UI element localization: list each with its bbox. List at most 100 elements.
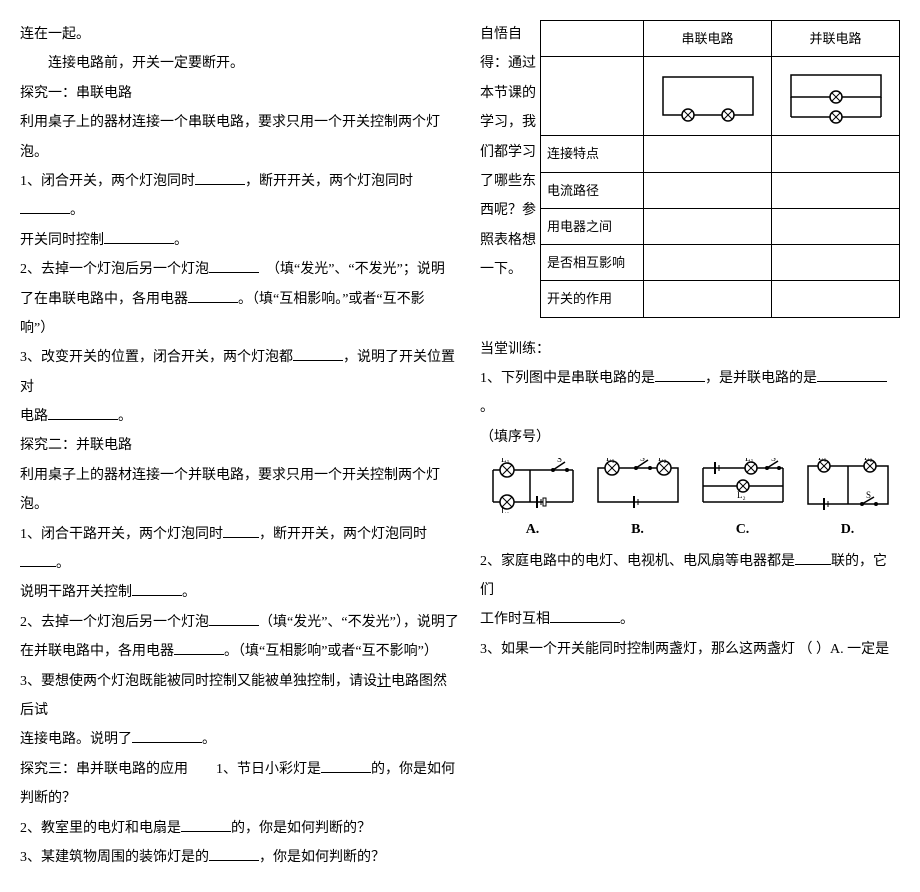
table-row: 串联电路 并联电路: [541, 21, 900, 57]
svg-text:S: S: [640, 458, 645, 463]
heading-exp2: 探究二：并联电路: [20, 431, 460, 460]
fill-blank[interactable]: [174, 640, 224, 655]
fill-blank[interactable]: [209, 258, 259, 273]
svg-text:L₁: L₁: [818, 458, 827, 462]
question: 1、闭合开关，两个灯泡同时，断开开关，两个灯泡同时。: [20, 167, 460, 226]
left-column: 连在一起。 连接电路前，开关一定要断开。 探究一：串联电路 利用桌子上的器材连接…: [20, 20, 460, 872]
svg-text:S: S: [557, 458, 562, 464]
circuit-option-a: L₁ S L₂ A.: [480, 458, 585, 544]
fill-blank[interactable]: [20, 552, 56, 567]
text: （填序号）: [480, 423, 900, 452]
svg-text:L₂: L₂: [501, 506, 510, 513]
parallel-circuit-icon: [781, 69, 891, 124]
blank-cell[interactable]: [644, 172, 772, 208]
question: 电路。: [20, 402, 460, 431]
circuit-option-b: L₁ S L₂ B.: [585, 458, 690, 544]
fill-blank[interactable]: [181, 817, 231, 832]
fill-blank[interactable]: [48, 405, 118, 420]
question: 说明干路开关控制。: [20, 578, 460, 607]
fill-blank[interactable]: [321, 758, 371, 773]
blank-cell[interactable]: [644, 136, 772, 172]
svg-text:L₂: L₂: [737, 490, 746, 500]
blank-cell[interactable]: [644, 245, 772, 281]
blank-cell[interactable]: [772, 172, 900, 208]
circuit-b-icon: L₁ S L₂: [590, 458, 685, 513]
parallel-diagram-cell: [772, 57, 900, 136]
fill-blank[interactable]: [188, 288, 238, 303]
fill-blank[interactable]: [795, 550, 831, 565]
svg-text:S: S: [771, 458, 776, 463]
option-label: C.: [690, 515, 795, 544]
comparison-table: 串联电路 并联电路: [540, 20, 900, 318]
spacer: [480, 318, 900, 335]
question: 开关同时控制。: [20, 226, 460, 255]
blank-cell[interactable]: [644, 281, 772, 317]
svg-text:L₂: L₂: [864, 458, 873, 462]
fill-blank[interactable]: [209, 846, 259, 861]
text: 利用桌子上的器材连接一个串联电路，要求只用一个开关控制两个灯泡。: [20, 108, 460, 167]
text: 连在一起。: [20, 20, 460, 49]
blank-cell[interactable]: [772, 136, 900, 172]
fill-blank[interactable]: [209, 611, 259, 626]
series-circuit-icon: [653, 69, 763, 124]
fill-blank[interactable]: [20, 199, 70, 214]
blank-cell[interactable]: [772, 281, 900, 317]
fill-blank[interactable]: [195, 170, 245, 185]
col-header-series: 串联电路: [644, 21, 772, 57]
question: 3、如果一个开关能同时控制两盏灯，那么这两盏灯 （ ）A. 一定是: [480, 635, 900, 664]
question: 2、家庭电路中的电灯、电视机、电风扇等电器都是联的，它们: [480, 547, 900, 606]
fill-blank[interactable]: [132, 581, 182, 596]
svg-text:L₁: L₁: [745, 458, 754, 463]
svg-text:L₂: L₂: [658, 458, 667, 463]
fill-blank[interactable]: [817, 367, 887, 382]
fill-blank[interactable]: [550, 608, 620, 623]
blank-cell[interactable]: [772, 245, 900, 281]
question: 2、教室里的电灯和电扇是的，你是如何判断的？: [20, 814, 460, 843]
circuit-a-icon: L₁ S L₂: [485, 458, 580, 513]
series-diagram-cell: [644, 57, 772, 136]
blank-cell[interactable]: [772, 208, 900, 244]
table-row: [541, 57, 900, 136]
fill-blank[interactable]: [223, 523, 259, 538]
table-row: 是否相互影响: [541, 245, 900, 281]
question: 3、改变开关的位置，闭合开关，两个灯泡都，说明了开关位置对: [20, 343, 460, 402]
heading-training: 当堂训练：: [480, 335, 900, 364]
blank-cell[interactable]: [644, 208, 772, 244]
table-row: 开关的作用: [541, 281, 900, 317]
question: 3、某建筑物周围的装饰灯是的，你是如何判断的？: [20, 843, 460, 872]
circuit-options: L₁ S L₂ A.: [480, 458, 900, 544]
question: 1、下列图中是串联电路的是，是并联电路的是。: [480, 364, 900, 423]
text: 利用桌子上的器材连接一个并联电路，要求只用一个开关控制两个灯泡。: [20, 461, 460, 520]
question: 2、去掉一个灯泡后另一个灯泡（填“发光”、“不发光”），说明了: [20, 608, 460, 637]
svg-text:L₁: L₁: [501, 458, 510, 464]
page: 连在一起。 连接电路前，开关一定要断开。 探究一：串联电路 利用桌子上的器材连接…: [20, 20, 900, 872]
option-label: D.: [795, 515, 900, 544]
fill-blank[interactable]: [132, 728, 202, 743]
circuit-option-d: L₁ L₂ S D.: [795, 458, 900, 544]
question: 探究三：串并联电路的应用 1、节日小彩灯是的，你是如何: [20, 755, 460, 784]
right-column: 自悟自得：通过本节课的学习，我们都学习了哪些东西呢？参照表格想一下。 串联电路 …: [480, 20, 900, 872]
fill-blank[interactable]: [293, 346, 343, 361]
text: 响”）: [20, 314, 460, 343]
option-label: A.: [480, 515, 585, 544]
option-label: B.: [585, 515, 690, 544]
text: 连接电路前，开关一定要断开。: [20, 49, 460, 78]
question: 了在串联电路中，各用电器。（填“互相影响。”或者“互不影: [20, 285, 460, 314]
reflection-block: 自悟自得：通过本节课的学习，我们都学习了哪些东西呢？参照表格想一下。 串联电路 …: [480, 20, 900, 318]
question: 2、去掉一个灯泡后另一个灯泡 （填“发光”、“不发光”；说明: [20, 255, 460, 284]
fill-blank[interactable]: [104, 229, 174, 244]
reflection-narrative: 自悟自得：通过本节课的学习，我们都学习了哪些东西呢？参照表格想一下。: [480, 20, 540, 318]
question: 3、要想使两个灯泡既能被同时控制又能被单独控制，请设计电路图然后试: [20, 667, 460, 726]
question: 工作时互相。: [480, 605, 900, 634]
text: 判断的？: [20, 784, 460, 813]
question: 1、闭合干路开关，两个灯泡同时，断开开关，两个灯泡同时。: [20, 520, 460, 579]
circuit-d-icon: L₁ L₂ S: [800, 458, 895, 513]
heading-exp1: 探究一：串联电路: [20, 79, 460, 108]
svg-text:S: S: [866, 490, 871, 500]
table-row: 电流路径: [541, 172, 900, 208]
circuit-option-c: L₁ S L₂ C.: [690, 458, 795, 544]
svg-text:L₁: L₁: [606, 458, 615, 463]
col-header-parallel: 并联电路: [772, 21, 900, 57]
fill-blank[interactable]: [655, 367, 705, 382]
table-row: 用电器之间: [541, 208, 900, 244]
